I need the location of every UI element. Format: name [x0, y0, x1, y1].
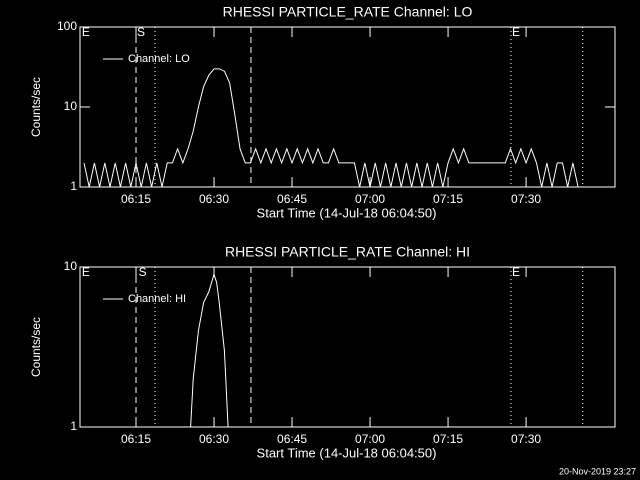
x-tick-label: 07:15	[433, 192, 463, 206]
y-tick-label: 10	[64, 99, 78, 113]
x-tick-label: 07:15	[433, 432, 463, 446]
y-axis-label: Counts/sec	[29, 317, 43, 377]
x-tick-label: 07:30	[511, 432, 541, 446]
annotation: E	[512, 265, 520, 279]
x-tick-label: 07:00	[355, 432, 385, 446]
legend-label: Channel: LO	[128, 53, 190, 65]
y-tick-label: 1	[70, 419, 77, 433]
annotation: E	[82, 265, 90, 279]
x-tick-label: 06:45	[277, 432, 307, 446]
y-axis-label: Counts/sec	[29, 77, 43, 137]
y-tick-label: 1	[70, 179, 77, 193]
data-line	[83, 68, 584, 188]
x-tick-label: 06:45	[277, 192, 307, 206]
annotation: E	[82, 25, 90, 39]
annotation: S	[139, 265, 147, 279]
x-axis-label: Start Time (14-Jul-18 06:04:50)	[257, 205, 437, 220]
y-tick-label: 100	[57, 19, 77, 33]
chart-title: RHESSI PARTICLE_RATE Channel: LO	[223, 4, 473, 20]
x-axis-label: Start Time (14-Jul-18 06:04:50)	[257, 445, 437, 460]
annotation: E	[512, 25, 520, 39]
x-tick-label: 06:15	[121, 192, 151, 206]
y-tick-label: 10	[64, 259, 78, 273]
data-line	[190, 272, 229, 428]
footer-date: 20-Nov-2019 23:27	[559, 466, 636, 476]
x-tick-label: 07:30	[511, 192, 541, 206]
chart-title: RHESSI PARTICLE_RATE Channel: HI	[225, 244, 470, 260]
plot-frame	[79, 266, 616, 428]
annotation: S	[137, 25, 145, 39]
x-tick-label: 06:30	[199, 432, 229, 446]
x-tick-label: 06:15	[121, 432, 151, 446]
x-tick-label: 07:00	[355, 192, 385, 206]
legend-label: Channel: HI	[128, 293, 186, 305]
x-tick-label: 06:30	[199, 192, 229, 206]
